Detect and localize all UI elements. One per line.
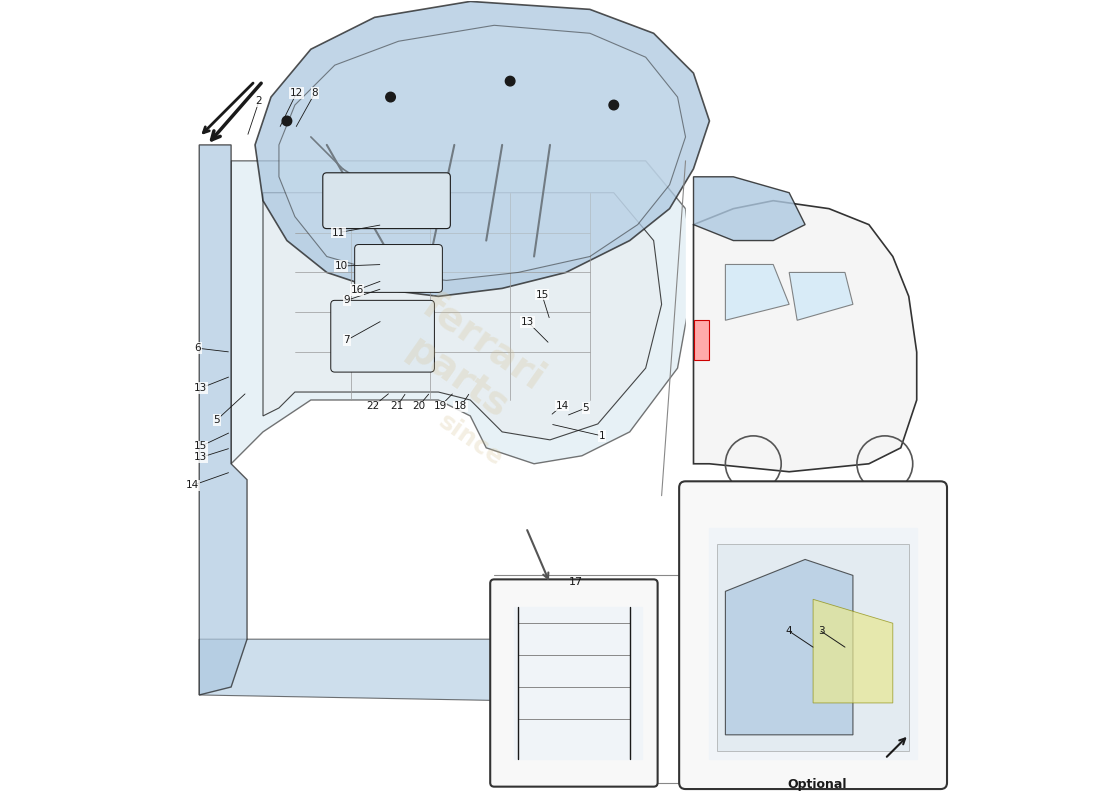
Polygon shape xyxy=(685,161,940,496)
Text: 16: 16 xyxy=(351,285,364,295)
Text: 8: 8 xyxy=(311,88,318,98)
Circle shape xyxy=(609,100,618,110)
Text: 5: 5 xyxy=(583,403,590,413)
Text: 20: 20 xyxy=(411,402,425,411)
Polygon shape xyxy=(199,639,646,703)
FancyBboxPatch shape xyxy=(322,173,450,229)
Polygon shape xyxy=(231,161,693,464)
Text: 12: 12 xyxy=(290,88,304,98)
Text: 13: 13 xyxy=(195,383,208,393)
Text: 3: 3 xyxy=(817,626,824,636)
Text: 17: 17 xyxy=(569,578,583,587)
Text: 11: 11 xyxy=(332,227,345,238)
Text: 22: 22 xyxy=(366,402,379,411)
Polygon shape xyxy=(279,26,685,281)
Text: 6: 6 xyxy=(195,343,201,353)
Text: 7: 7 xyxy=(343,335,350,346)
FancyBboxPatch shape xyxy=(354,245,442,292)
Circle shape xyxy=(386,92,395,102)
Polygon shape xyxy=(199,145,248,695)
Text: 14: 14 xyxy=(186,480,199,490)
FancyBboxPatch shape xyxy=(331,300,434,372)
Text: 10: 10 xyxy=(334,261,348,271)
Polygon shape xyxy=(693,177,805,241)
Polygon shape xyxy=(725,559,852,735)
Text: 19: 19 xyxy=(433,402,447,411)
Text: 15: 15 xyxy=(536,290,549,300)
Text: 13: 13 xyxy=(195,452,208,462)
Text: 15: 15 xyxy=(195,442,208,451)
Circle shape xyxy=(282,116,292,126)
Text: 18: 18 xyxy=(454,402,467,411)
Polygon shape xyxy=(255,2,710,296)
Polygon shape xyxy=(263,193,661,440)
Text: 9: 9 xyxy=(343,295,350,306)
FancyBboxPatch shape xyxy=(491,579,658,786)
Text: ferrari
parts: ferrari parts xyxy=(389,286,551,434)
Polygon shape xyxy=(813,599,893,703)
Text: 2: 2 xyxy=(255,96,262,106)
Polygon shape xyxy=(789,273,852,320)
Text: 21: 21 xyxy=(390,402,404,411)
Polygon shape xyxy=(693,201,916,472)
Polygon shape xyxy=(725,265,789,320)
Text: Optional: Optional xyxy=(788,778,847,790)
Text: 4: 4 xyxy=(785,626,792,636)
Polygon shape xyxy=(693,320,710,360)
Circle shape xyxy=(505,76,515,86)
Text: 14: 14 xyxy=(556,401,569,410)
Polygon shape xyxy=(717,543,909,750)
Text: since: since xyxy=(433,409,507,470)
Text: 5: 5 xyxy=(213,415,220,425)
Polygon shape xyxy=(514,607,641,758)
FancyBboxPatch shape xyxy=(679,482,947,789)
Text: 13: 13 xyxy=(521,317,535,327)
Polygon shape xyxy=(710,527,916,758)
Text: 1: 1 xyxy=(598,431,605,441)
